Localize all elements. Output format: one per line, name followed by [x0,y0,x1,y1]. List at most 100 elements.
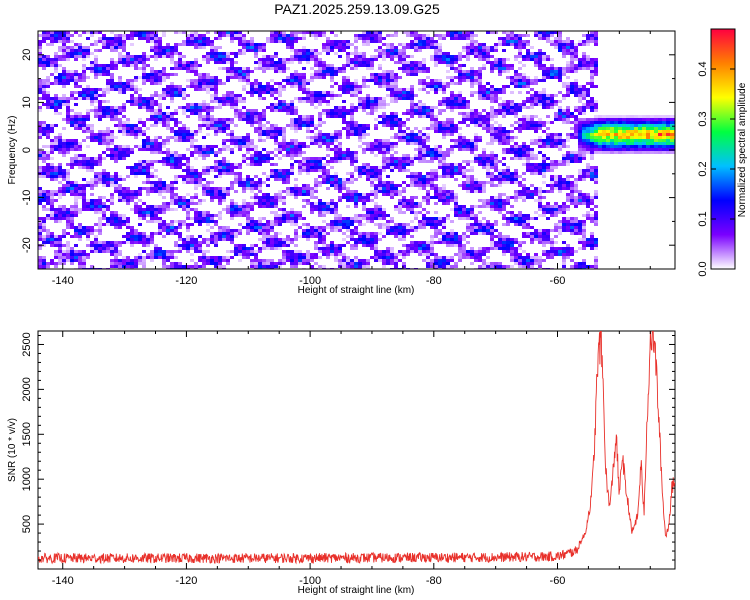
heatmap-cell [202,169,206,172]
heatmap-cell [250,91,254,94]
heatmap-cell [282,130,286,133]
heatmap-cell [126,202,130,205]
heatmap-cell [558,46,562,49]
heatmap-cell [166,187,170,190]
heatmap-cell [462,166,466,169]
heatmap-cell [182,163,186,166]
heatmap-cell [490,46,494,49]
heatmap-cell [374,37,378,40]
heatmap-cell [386,73,390,76]
heatmap-cell [274,103,278,106]
heatmap-cell [402,58,406,61]
heatmap-cell [506,70,510,73]
heatmap-cell [482,55,486,58]
heatmap-cell [186,79,190,82]
heatmap-cell [86,160,90,163]
heatmap-cell [234,94,238,97]
heatmap-cell [402,169,406,172]
heatmap-cell [382,154,386,157]
heatmap-cell [46,136,50,139]
heatmap-cell [294,130,298,133]
heatmap-cell [566,112,570,115]
heatmap-cell [438,196,442,199]
heatmap-cell [402,55,406,58]
heatmap-cell [302,67,306,70]
heatmap-cell [514,85,518,88]
heatmap-cell [186,94,190,97]
heatmap-cell [290,49,294,52]
heatmap-cell [110,157,114,160]
heatmap-cell [110,118,114,121]
heatmap-cell [562,118,566,121]
heatmap-cell [626,127,630,130]
heatmap-cell [438,88,442,91]
heatmap-cell [390,112,394,115]
heatmap-cell [190,196,194,199]
heatmap-cell [162,79,166,82]
heatmap-cell [554,178,558,181]
heatmap-cell [570,193,574,196]
heatmap-cell [398,88,402,91]
heatmap-cell [366,40,370,43]
heatmap-cell [206,193,210,196]
heatmap-cell [566,160,570,163]
heatmap-cell [178,91,182,94]
heatmap-cell [526,166,530,169]
heatmap-cell [362,151,366,154]
heatmap-cell [458,79,462,82]
heatmap-cell [490,112,494,115]
heatmap-cell [394,193,398,196]
heatmap-cell [666,142,670,145]
heatmap-cell [514,55,518,58]
heatmap-cell [382,103,386,106]
heatmap-cell [286,112,290,115]
heatmap-cell [42,82,46,85]
heatmap-cell [262,148,266,151]
heatmap-cell [462,172,466,175]
heatmap-cell [130,82,134,85]
heatmap-cell [390,100,394,103]
heatmap-cell [306,184,310,187]
heatmap-cell [270,169,274,172]
heatmap-cell [534,31,538,34]
heatmap-cell [142,169,146,172]
heatmap-cell [466,106,470,109]
heatmap-cell [38,46,42,49]
heatmap-cell [462,112,466,115]
heatmap-cell [214,124,218,127]
heatmap-cell [282,103,286,106]
heatmap-cell [290,109,294,112]
heatmap-cell [254,115,258,118]
heatmap-cell [498,58,502,61]
heatmap-cell [238,37,242,40]
heatmap-cell [410,67,414,70]
heatmap-cell [50,97,54,100]
heatmap-cell [426,139,430,142]
heatmap-cell [46,43,50,46]
heatmap-cell [286,103,290,106]
heatmap-cell [162,196,166,199]
heatmap-cell [434,118,438,121]
heatmap-cell [114,49,118,52]
heatmap-cell [342,76,346,79]
heatmap-cell [370,100,374,103]
heatmap-cell [502,106,506,109]
heatmap-cell [402,163,406,166]
heatmap-cell [126,148,130,151]
heatmap-cell [374,187,378,190]
heatmap-cell [110,175,114,178]
heatmap-cell [362,166,366,169]
heatmap-cell [78,46,82,49]
heatmap-cell [458,100,462,103]
heatmap-cell [238,97,242,100]
heatmap-cell [542,130,546,133]
heatmap-cell [538,202,542,205]
heatmap-cell [370,112,374,115]
heatmap-cell [342,67,346,70]
heatmap-cell [446,121,450,124]
heatmap-cell [130,64,134,67]
heatmap-cell [274,154,278,157]
heatmap-cell [362,133,366,136]
heatmap-cell [394,112,398,115]
heatmap-cell [110,151,114,154]
